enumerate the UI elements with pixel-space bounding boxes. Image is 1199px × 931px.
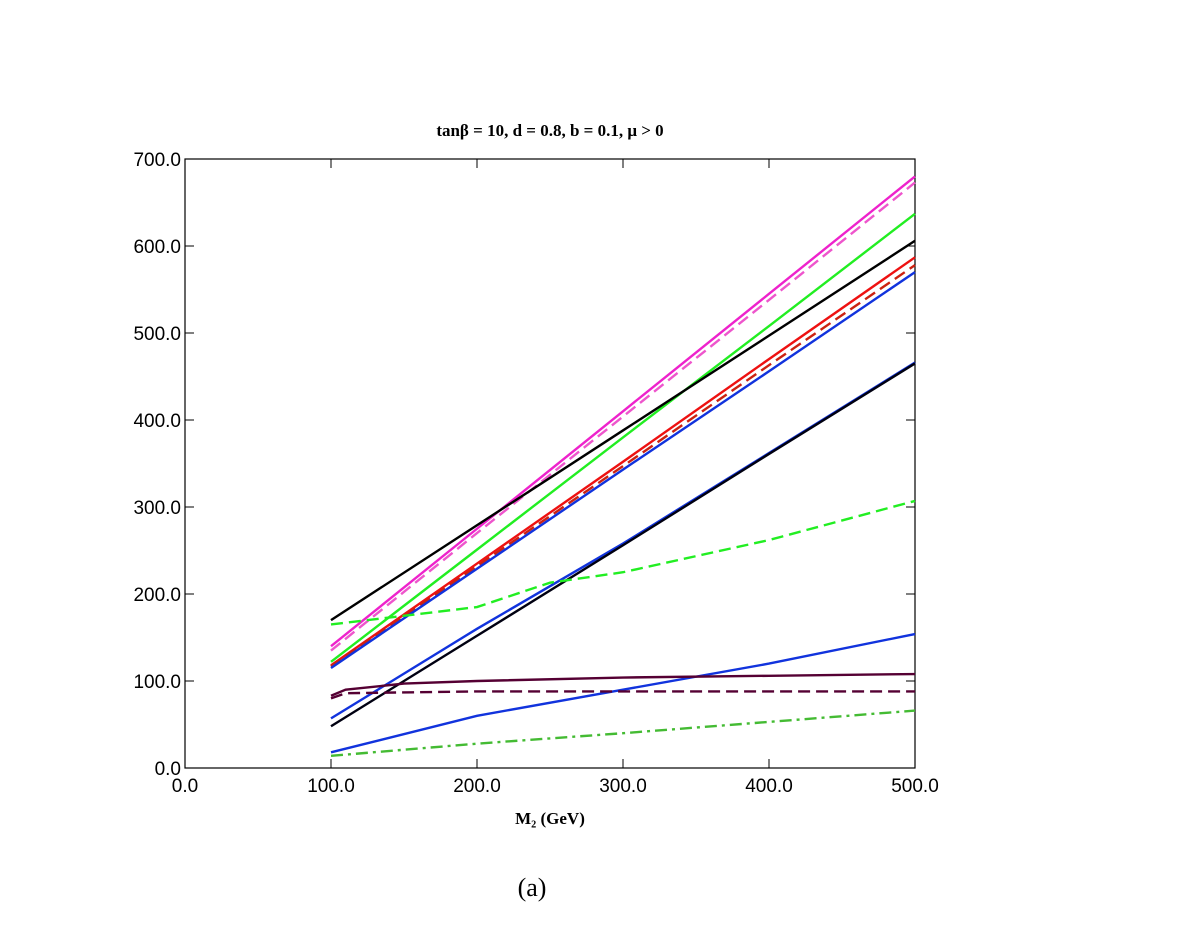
y-tick-label: 400.0 xyxy=(133,411,181,432)
y-tick-label: 700.0 xyxy=(133,150,181,171)
x-tick-label: 0.0 xyxy=(172,776,198,797)
series-line xyxy=(330,499,916,626)
x-tick-label: 500.0 xyxy=(891,776,939,797)
series-line xyxy=(330,239,916,622)
caption: (a) xyxy=(518,873,547,902)
series-line xyxy=(330,709,916,758)
y-tick-label: 300.0 xyxy=(133,498,181,519)
series-line xyxy=(330,175,916,648)
series-line xyxy=(330,362,916,728)
series-line xyxy=(330,212,916,663)
y-tick-label: 0.0 xyxy=(155,759,181,780)
y-tick-label: 100.0 xyxy=(133,672,181,693)
series-line xyxy=(330,632,916,754)
chart-title: tanβ = 10, d = 0.8, b = 0.1, μ > 0 xyxy=(436,121,663,140)
plot-frame xyxy=(184,158,916,769)
x-tick-label: 300.0 xyxy=(599,776,647,797)
series-line xyxy=(330,690,915,700)
series-line xyxy=(330,256,916,667)
x-tick-label: 400.0 xyxy=(745,776,793,797)
series-line xyxy=(330,264,916,668)
y-tick-label: 200.0 xyxy=(133,585,181,606)
y-tick-label: 500.0 xyxy=(133,324,181,345)
y-tick-label: 600.0 xyxy=(133,237,181,258)
x-tick-label: 200.0 xyxy=(453,776,501,797)
series-line xyxy=(330,271,916,669)
x-axis-label: M₂ (GeV) xyxy=(515,809,585,828)
series-line xyxy=(330,361,916,720)
series-line xyxy=(330,181,916,652)
x-tick-label: 100.0 xyxy=(307,776,355,797)
series-line xyxy=(330,672,916,697)
